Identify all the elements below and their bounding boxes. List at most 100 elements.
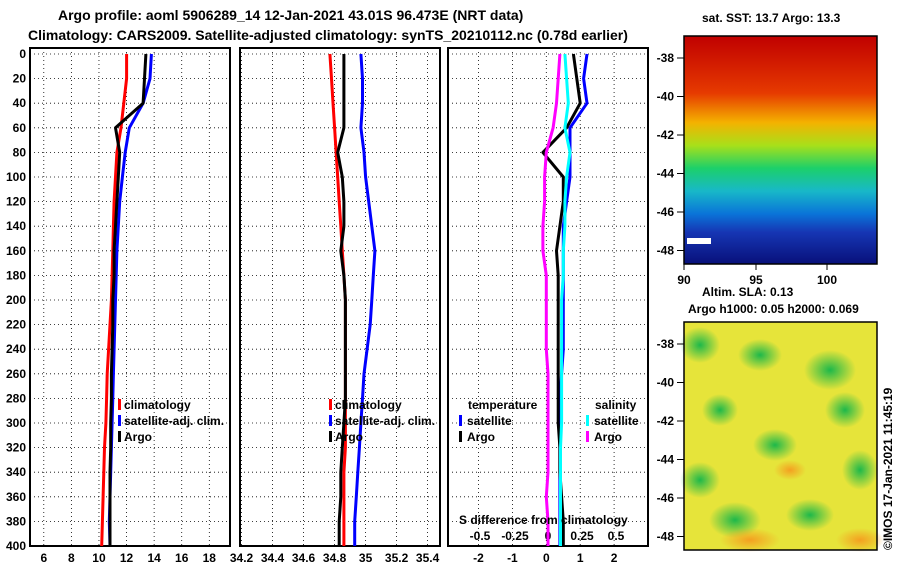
map-lat-label: -38: [657, 51, 675, 65]
depth-tick-label: 80: [13, 145, 27, 159]
depth-tick-label: 340: [6, 465, 26, 479]
series-argo: [108, 53, 148, 546]
sal-legend-climatology: climatology: [335, 398, 402, 412]
legend-swatch-black: [459, 431, 462, 442]
depth-tick-label: 320: [6, 441, 26, 455]
legend-swatch-red: [329, 399, 332, 410]
sla-blob: [702, 394, 738, 426]
sla-blob: [720, 528, 780, 552]
header-subtitle: Climatology: CARS2009. Satellite-adjuste…: [28, 27, 628, 43]
s-difference-title: S difference from climatology: [459, 513, 628, 527]
series-salinity-satellite: [559, 53, 572, 546]
x-tick-label: 34.6: [292, 551, 316, 565]
series-satellite-adj-clim-: [353, 53, 377, 546]
map-lat-label: -42: [657, 414, 675, 428]
sal-legend-argo: Argo: [335, 430, 363, 444]
x-tick-label: 35.2: [385, 551, 409, 565]
legend-swatch-red: [118, 399, 121, 410]
map-lat-label: -40: [657, 376, 675, 390]
sst-map-frame: [683, 35, 878, 265]
depth-tick-label: 140: [6, 219, 26, 233]
depth-tick-label: 360: [6, 490, 26, 504]
map-lat-label: -44: [657, 167, 675, 181]
series-salinity-argo: [541, 53, 562, 546]
diff-legend-sal-satellite: satellite: [594, 414, 639, 428]
s-diff-tick-label: 0.5: [608, 529, 625, 543]
x-tick-label: 12: [120, 551, 134, 565]
map-lat-label: -42: [657, 128, 675, 142]
series-argo: [336, 54, 347, 546]
x-tick-label: -2: [473, 551, 484, 565]
x-tick-label: 8: [68, 551, 75, 565]
x-tick-label: 10: [92, 551, 106, 565]
temperature-legend: climatology satellite-adj. clim. Argo: [118, 398, 224, 444]
sst-map-title: sat. SST: 13.7 Argo: 13.3: [702, 11, 841, 25]
s-diff-tick-label: 0.25: [570, 529, 594, 543]
sla-blob: [680, 462, 720, 498]
diff-legend-sal-argo: Argo: [594, 430, 622, 444]
sst-map-image: [684, 36, 877, 264]
depth-tick-label: 180: [6, 268, 26, 282]
x-tick-label: 34.8: [323, 551, 347, 565]
x-tick-label: 2: [611, 551, 618, 565]
depth-tick-label: 200: [6, 293, 26, 307]
salinity-legend: climatology satellite-adj. clim. Argo: [329, 398, 435, 444]
map-lat-label: -46: [657, 491, 675, 505]
x-tick-label: 14: [147, 551, 161, 565]
diff-temperature-heading: temperature: [468, 398, 538, 412]
legend-swatch-black: [118, 431, 121, 442]
sst-map-missing-data: [687, 238, 711, 244]
legend-swatch-magenta: [586, 431, 589, 442]
depth-tick-label: 40: [13, 96, 27, 110]
sla-map-frame: [683, 321, 878, 551]
sla-blob: [842, 450, 878, 490]
map-lat-label: -48: [657, 530, 675, 544]
depth-tick-label: 100: [6, 170, 26, 184]
depth-tick-label: 400: [6, 539, 26, 553]
depth-tick-label: 240: [6, 342, 26, 356]
x-tick-label: 35.4: [416, 551, 440, 565]
map-lon-label: 100: [817, 273, 837, 287]
depth-tick-label: 60: [13, 121, 27, 135]
map-lat-label: -38: [657, 337, 675, 351]
x-tick-label: 6: [40, 551, 47, 565]
depth-tick-label: 280: [6, 391, 26, 405]
temperature-panel-frame: [29, 47, 231, 547]
series-layer: [100, 53, 589, 547]
tick-labels: 0204060801001201401601802002202402602803…: [6, 47, 625, 565]
legend-swatch-cyan: [586, 415, 589, 426]
imos-watermark: ©IMOS 17-Jan-2021 11:45:19: [881, 387, 895, 550]
x-tick-label: 34.2: [230, 551, 254, 565]
x-tick-label: -1: [507, 551, 518, 565]
map-lon-label: 90: [677, 273, 691, 287]
x-tick-label: 1: [577, 551, 584, 565]
diff-legend-temp-argo: Argo: [467, 430, 495, 444]
sla-map-ticks: -38 -40 -42 -44 -46 -48: [657, 337, 684, 544]
sla-blob: [786, 499, 834, 531]
x-tick-label: 0: [543, 551, 550, 565]
map-lat-label: -40: [657, 90, 675, 104]
sla-blob: [836, 528, 884, 552]
temp-legend-satellite: satellite-adj. clim.: [124, 414, 224, 428]
s-diff-tick-label: -0.5: [470, 529, 491, 543]
depth-tick-label: 20: [13, 72, 27, 86]
legend-swatch-blue: [459, 415, 462, 426]
legend-swatch-black: [329, 431, 332, 442]
sla-blob: [804, 350, 856, 390]
legend-swatch-blue: [329, 415, 332, 426]
x-tick-label: 34.4: [261, 551, 285, 565]
depth-tick-label: 380: [6, 514, 26, 528]
temp-legend-argo: Argo: [124, 430, 152, 444]
sla-blob: [753, 429, 797, 461]
map-lat-label: -48: [657, 244, 675, 258]
depth-tick-label: 220: [6, 318, 26, 332]
map-lon-label: 95: [749, 273, 763, 287]
x-tick-label: 35: [359, 551, 373, 565]
x-tick-label: 16: [175, 551, 189, 565]
x-tick-label: 18: [203, 551, 217, 565]
sla-blob: [680, 327, 720, 363]
sst-map-ticks: -38 -40 -42 -44 -46 -48 90 95 100: [657, 51, 838, 287]
legend-swatch-blue: [118, 415, 121, 426]
depth-tick-label: 0: [19, 47, 26, 61]
